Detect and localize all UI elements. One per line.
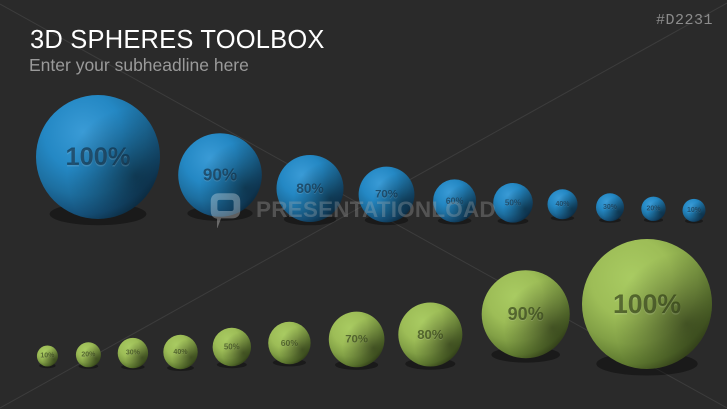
svg-text:40%: 40% xyxy=(555,201,570,208)
svg-text:20%: 20% xyxy=(81,351,96,358)
svg-text:90%: 90% xyxy=(508,304,544,324)
svg-text:30%: 30% xyxy=(126,350,141,357)
svg-text:30%: 30% xyxy=(603,204,618,211)
svg-text:90%: 90% xyxy=(203,166,237,185)
svg-text:100%: 100% xyxy=(613,289,681,319)
svg-text:50%: 50% xyxy=(224,343,240,352)
svg-text:100%: 100% xyxy=(66,143,131,171)
svg-text:60%: 60% xyxy=(281,338,299,348)
svg-text:10%: 10% xyxy=(687,207,702,214)
svg-text:50%: 50% xyxy=(505,198,521,207)
svg-text:80%: 80% xyxy=(296,181,323,196)
svg-text:80%: 80% xyxy=(417,327,444,342)
svg-text:10%: 10% xyxy=(40,353,55,360)
svg-text:70%: 70% xyxy=(345,333,368,345)
svg-text:20%: 20% xyxy=(646,205,661,212)
svg-text:40%: 40% xyxy=(173,348,188,356)
